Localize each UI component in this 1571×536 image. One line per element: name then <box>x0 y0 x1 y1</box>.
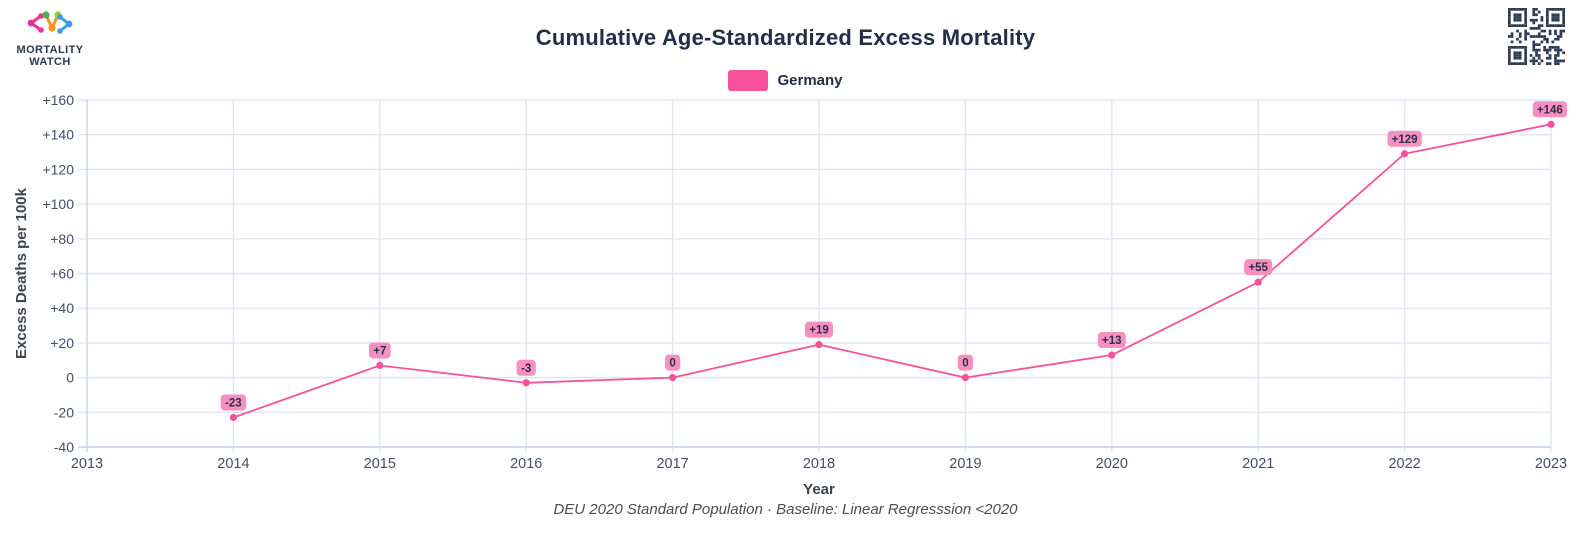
data-label-pill-2017 <box>664 354 681 371</box>
qr-code <box>1508 8 1565 65</box>
y-tick-label: +100 <box>42 196 74 212</box>
chart-title: Cumulative Age-Standardized Excess Morta… <box>535 25 1036 50</box>
data-point-2018[interactable] <box>815 341 823 349</box>
data-label-2014: -23 <box>225 398 242 410</box>
mortality-watch-logo-icon <box>27 11 73 34</box>
x-tick-label: 2015 <box>364 456 396 472</box>
data-label-pill-2015 <box>368 342 391 359</box>
x-tick-label: 2017 <box>656 456 688 472</box>
data-label-pill-2016 <box>516 359 536 376</box>
data-point-2020[interactable] <box>1108 351 1116 359</box>
data-label-pill-2020 <box>1097 332 1126 349</box>
data-label-2020: +13 <box>1102 335 1122 347</box>
data-point-2022[interactable] <box>1401 150 1409 158</box>
x-tick-label: 2016 <box>510 456 542 472</box>
logo-line-2: WATCH <box>29 56 71 68</box>
x-tick-label: 2022 <box>1388 456 1420 472</box>
y-tick-label: -20 <box>54 404 74 420</box>
legend-swatch-germany[interactable] <box>728 70 769 91</box>
logo-line-1: MORTALITY <box>16 44 84 56</box>
data-label-pill-2021 <box>1244 259 1273 276</box>
y-tick-label: +160 <box>42 92 74 108</box>
data-label-pill-2018 <box>805 321 833 338</box>
data-point-2021[interactable] <box>1254 278 1262 286</box>
data-point-2015[interactable] <box>376 361 384 370</box>
x-tick-label: 2021 <box>1242 456 1274 472</box>
data-label-2018: +19 <box>809 325 829 337</box>
data-point-2017[interactable] <box>669 374 677 382</box>
data-label-2015: +7 <box>373 345 386 357</box>
data-point-2019[interactable] <box>961 374 970 382</box>
y-tick-label: 0 <box>66 370 74 386</box>
x-tick-label: 2014 <box>217 456 249 472</box>
data-point-2023[interactable] <box>1547 120 1555 128</box>
y-tick-label: +20 <box>50 335 74 351</box>
data-label-2021: +55 <box>1248 262 1268 274</box>
x-tick-label: 2013 <box>71 456 103 472</box>
y-tick-label: +140 <box>42 127 74 143</box>
y-tick-label: -40 <box>54 439 74 455</box>
x-tick-label: 2023 <box>1535 456 1567 472</box>
data-label-2022: +129 <box>1392 134 1418 146</box>
x-tick-label: 2020 <box>1096 456 1128 472</box>
data-point-2016[interactable] <box>522 379 530 387</box>
x-axis-title: Year <box>803 481 835 498</box>
data-label-2023: +146 <box>1537 104 1563 116</box>
data-label-2017: 0 <box>669 358 675 370</box>
x-tick-label: 2019 <box>949 456 981 472</box>
data-point-2014[interactable] <box>229 413 237 422</box>
y-tick-label: +120 <box>42 161 74 177</box>
y-tick-label: +80 <box>50 231 74 247</box>
data-label-pill-2022 <box>1387 130 1422 147</box>
data-label-2016: -3 <box>521 363 531 375</box>
logo-wordmark: MORTALITY WATCH <box>10 44 90 68</box>
legend: Germany <box>0 70 1571 91</box>
series-line-germany <box>233 123 1552 419</box>
y-tick-label: +60 <box>50 266 74 282</box>
data-label-pill-2019 <box>957 354 974 371</box>
legend-label-germany[interactable]: Germany <box>777 72 843 89</box>
data-label-2019: 0 <box>962 358 968 370</box>
y-axis-title: Excess Deaths per 100k <box>13 187 30 359</box>
mortality-watch-logo[interactable]: MORTALITY WATCH <box>10 8 90 68</box>
y-tick-label: +40 <box>50 300 74 316</box>
data-label-pill-2014 <box>220 394 247 411</box>
data-label-pill-2023 <box>1532 101 1567 118</box>
source-note: DEU 2020 Standard Population · Baseline:… <box>553 501 1018 518</box>
x-tick-label: 2018 <box>803 456 835 472</box>
